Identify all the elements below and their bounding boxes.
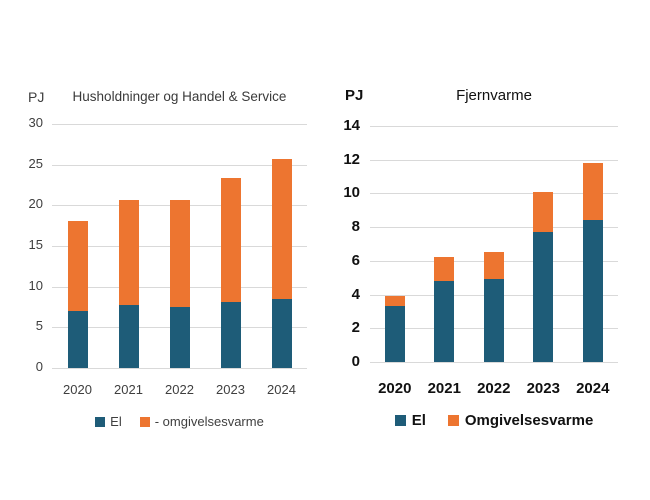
- bar-segment-el-2021: [118, 304, 139, 368]
- bar-segment-omgivelsesvarme-2020: [67, 220, 88, 312]
- legend-swatch-el: [394, 415, 406, 426]
- bar-segment-el-2021: [434, 281, 455, 362]
- x-tick-label-2022: 2022: [165, 382, 194, 397]
- x-tick-label-2023: 2023: [216, 382, 245, 397]
- y-tick-label: 14: [343, 117, 360, 134]
- x-tick-label-2022: 2022: [477, 380, 511, 397]
- y-tick-label: 0: [35, 359, 43, 374]
- bar-segment-el-2022: [169, 307, 190, 368]
- bar-segment-omgivelsesvarme-2023: [220, 178, 241, 303]
- y-tick-label: 25: [28, 155, 43, 171]
- x-tick-label-2020: 2020: [378, 380, 412, 397]
- y-tick-label: 12: [343, 150, 360, 168]
- legend: El - omgivelsesvarme: [52, 414, 307, 429]
- x-tick-label-2021: 2021: [427, 380, 461, 397]
- bar-segment-omgivelsesvarme-2021: [118, 199, 139, 305]
- chart-title: Husholdninger og Handel & Service: [72, 89, 287, 104]
- legend-label: El: [411, 412, 426, 429]
- gridline-y-12: [370, 159, 618, 161]
- y-tick-label: 15: [28, 237, 43, 252]
- y-axis-unit-label: PJ: [28, 89, 45, 105]
- bar-segment-el-2020: [67, 311, 88, 368]
- y-tick-label: 10: [343, 184, 360, 202]
- bar-segment-omgivelsesvarme-2023: [533, 191, 554, 233]
- y-tick-label: 2: [351, 319, 360, 337]
- bar-segment-el-2022: [483, 279, 504, 362]
- y-tick-label: 6: [351, 251, 360, 269]
- bar-segment-omgivelsesvarme-2020: [384, 296, 405, 307]
- legend: El Omgivelsesvarme: [370, 412, 618, 429]
- chart-title: Fjernvarme: [456, 87, 532, 104]
- legend-label: El: [110, 414, 122, 429]
- x-tick-label-2024: 2024: [576, 380, 610, 397]
- gridline-y-0: [52, 368, 307, 369]
- bar-segment-omgivelsesvarme-2022: [483, 252, 504, 280]
- gridline-y-10: [370, 193, 618, 195]
- legend-label: Omgivelsesvarme: [464, 412, 594, 429]
- y-axis-unit-label: PJ: [345, 87, 364, 104]
- gridline-y-8: [370, 227, 618, 229]
- legend-swatch-omgivelsesvarme: [139, 416, 150, 427]
- bar-segment-el-2023: [533, 232, 554, 362]
- y-tick-label: 10: [28, 277, 43, 293]
- bar-segment-omgivelsesvarme-2021: [434, 257, 455, 282]
- legend-swatch-omgivelsesvarme: [447, 415, 459, 426]
- bar-segment-el-2023: [220, 302, 241, 368]
- bar-segment-el-2020: [384, 306, 405, 362]
- legend-item: Omgivelsesvarme: [447, 412, 594, 429]
- legend-item: El: [394, 412, 426, 429]
- bar-segment-el-2024: [271, 298, 292, 368]
- y-tick-label: 0: [351, 353, 360, 370]
- gridline-y-30: [52, 124, 307, 125]
- y-tick-label: 30: [28, 115, 43, 130]
- legend-item: - omgivelsesvarme: [139, 414, 264, 429]
- y-tick-label: 5: [35, 318, 43, 334]
- bar-segment-omgivelsesvarme-2024: [582, 163, 603, 221]
- x-tick-label-2023: 2023: [526, 380, 560, 397]
- bar-segment-omgivelsesvarme-2024: [271, 158, 292, 299]
- gridline-y-14: [370, 126, 618, 127]
- legend-label: - omgivelsesvarme: [154, 414, 264, 429]
- legend-item: El: [95, 414, 122, 429]
- legend-swatch-el: [95, 416, 106, 427]
- x-tick-label-2024: 2024: [267, 382, 296, 397]
- gridline-y-0: [370, 362, 618, 363]
- bar-segment-omgivelsesvarme-2022: [169, 199, 190, 307]
- bar-segment-el-2024: [582, 220, 603, 362]
- x-tick-label-2020: 2020: [63, 382, 92, 397]
- gridline-y-25: [52, 164, 307, 166]
- y-tick-label: 4: [351, 285, 360, 303]
- x-tick-label-2021: 2021: [114, 382, 143, 397]
- y-tick-label: 20: [28, 196, 43, 212]
- y-tick-label: 8: [351, 218, 360, 236]
